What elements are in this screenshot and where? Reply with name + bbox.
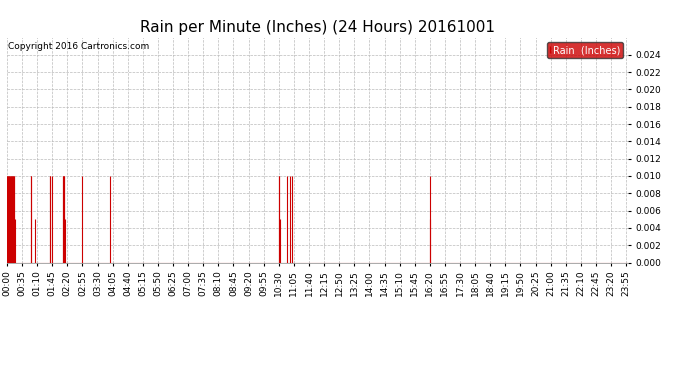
Text: Copyright 2016 Cartronics.com: Copyright 2016 Cartronics.com: [8, 42, 150, 51]
Legend: Rain  (Inches): Rain (Inches): [547, 42, 623, 58]
Title: Rain per Minute (Inches) (24 Hours) 20161001: Rain per Minute (Inches) (24 Hours) 2016…: [140, 20, 495, 35]
